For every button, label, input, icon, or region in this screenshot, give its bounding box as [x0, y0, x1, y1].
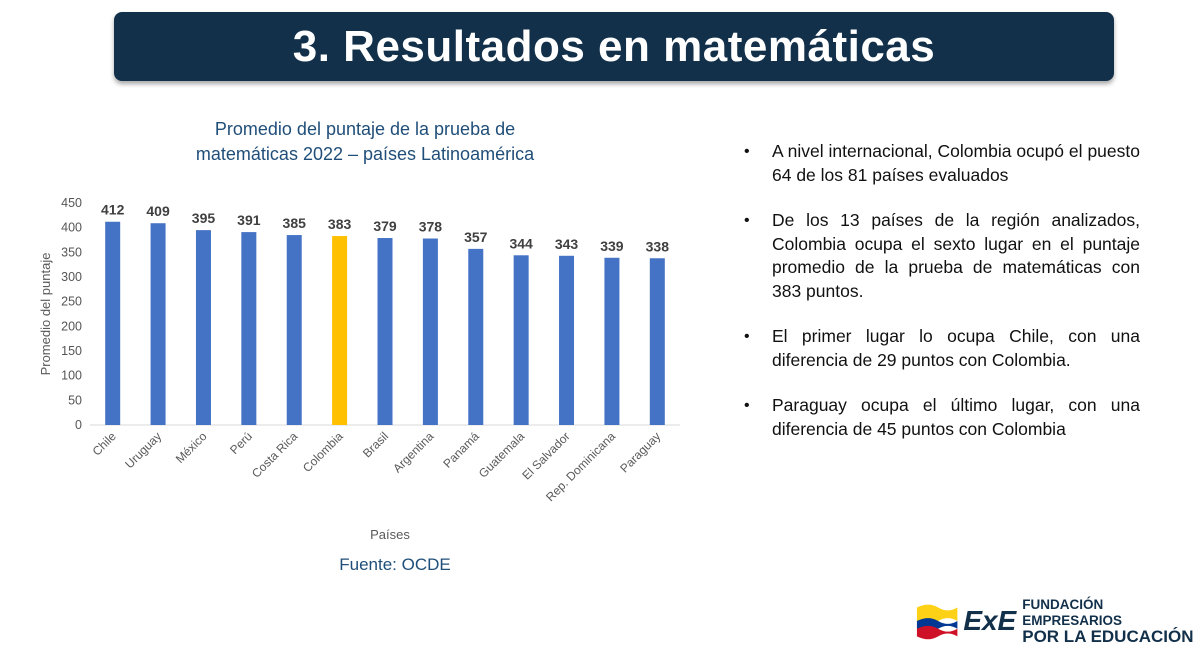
bar [422, 238, 438, 425]
y-tick-label: 50 [68, 393, 82, 407]
bar [468, 248, 484, 425]
bullet-icon: • [744, 143, 750, 160]
bar [513, 255, 529, 425]
data-label: 338 [646, 238, 670, 254]
y-tick-label: 250 [61, 295, 82, 309]
bar [150, 223, 166, 425]
bullet-icon: • [744, 397, 750, 414]
bar [332, 236, 348, 425]
logo-name: FUNDACIÓN EMPRESARIOS POR LA EDUCACIÓN [1022, 597, 1200, 645]
data-label: 378 [419, 219, 443, 235]
bullet-item: • El primer lugar lo ocupa Chile, con una… [740, 325, 1140, 372]
y-tick-label: 0 [75, 418, 82, 432]
bar [195, 230, 211, 425]
logo: ExE FUNDACIÓN EMPRESARIOS POR LA EDUCACI… [915, 597, 1200, 645]
y-tick-label: 400 [61, 221, 82, 235]
bar-chart: 0 50 100 150 200 250 300 350 400 450 412 Chile 409 Ur… [38, 196, 680, 542]
bullet-list: • A nivel internacional, Colombia ocupó e… [740, 140, 1140, 463]
bar [559, 255, 575, 425]
x-tick-label: México [173, 429, 210, 466]
chart-title-line-1: Promedio del puntaje de la prueba de [214, 119, 516, 139]
data-label: 357 [464, 229, 488, 245]
bullet-text: A nivel internacional, Colombia ocupó el… [772, 141, 1140, 185]
x-axis-title: Países [370, 527, 410, 542]
chart-source: Fuente: OCDE [339, 555, 451, 574]
bar [649, 258, 665, 425]
y-tick-label: 150 [61, 344, 82, 358]
slide-title: 3. Resultados en matemáticas [292, 21, 936, 71]
colombia-flag-icon [916, 604, 958, 640]
bullet-text: El primer lugar lo ocupa Chile, con una … [772, 326, 1140, 370]
data-label: 385 [283, 215, 307, 231]
bullet-text: De los 13 países de la región analizados… [772, 210, 1140, 301]
x-tick-label: Brasil [360, 429, 391, 460]
x-tick-label: Uruguay [122, 429, 164, 471]
bar [604, 257, 620, 425]
data-label: 409 [146, 203, 170, 219]
data-label: 412 [101, 202, 125, 218]
x-tick-label: Paraguay [617, 429, 663, 475]
logo-mark: ExE [963, 605, 1017, 636]
title-banner: 3. Resultados en matemáticas [114, 12, 1114, 81]
y-tick-label: 350 [61, 245, 82, 259]
y-tick-label: 300 [61, 270, 82, 284]
y-tick-label: 100 [61, 369, 82, 383]
logo-line-1: FUNDACIÓN EMPRESARIOS [1022, 597, 1123, 628]
bullet-item: • A nivel internacional, Colombia ocupó e… [740, 140, 1140, 187]
data-label: 391 [237, 212, 261, 228]
data-label: 379 [373, 218, 397, 234]
bullet-text: Paraguay ocupa el último lugar, con una … [772, 395, 1140, 439]
x-tick-label: Colombia [300, 429, 346, 475]
bullet-icon: • [744, 212, 750, 229]
chart-title-line-2: matemáticas 2022 – países Latinoamérica [195, 144, 535, 164]
x-tick-label: Argentina [390, 429, 436, 475]
logo-line-2: POR LA EDUCACIÓN [1022, 627, 1194, 646]
chart-title: Promedio del puntaje de la prueba de mat… [150, 117, 580, 167]
x-tick-label: Panamá [440, 429, 482, 471]
bar [377, 238, 393, 425]
bar [241, 232, 257, 425]
y-tick-label: 200 [61, 319, 82, 333]
bullet-item: • De los 13 países de la región analizado… [740, 209, 1140, 303]
x-tick-label: Perú [227, 429, 255, 457]
bar [286, 235, 302, 425]
y-axis-title: Promedio del puntaje [38, 253, 53, 376]
bullet-icon: • [744, 328, 750, 345]
x-tick-label: Costa Rica [249, 429, 301, 481]
data-label: 383 [328, 216, 352, 232]
data-label: 344 [509, 235, 533, 251]
x-tick-label: Chile [90, 429, 119, 458]
bullet-item: • Paraguay ocupa el último lugar, con una… [740, 394, 1140, 441]
bar [105, 221, 121, 425]
data-label: 343 [555, 236, 579, 252]
data-label: 339 [600, 238, 624, 254]
data-label: 395 [192, 210, 216, 226]
y-tick-label: 450 [61, 196, 82, 210]
